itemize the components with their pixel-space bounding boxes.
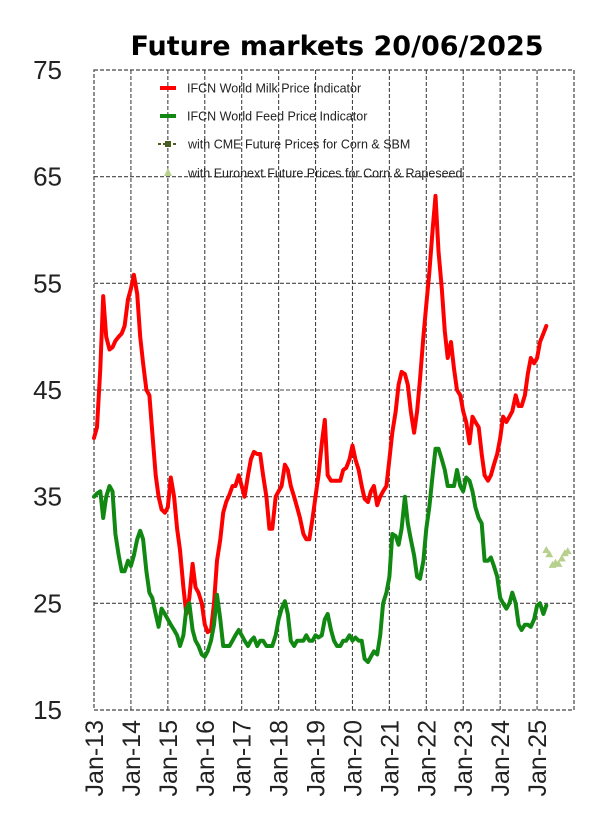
legend-swatch-triangle — [164, 168, 172, 176]
series-line-2 — [92, 446, 549, 664]
chart-title: Future markets 20/06/2025 — [130, 31, 543, 62]
x-tick-label: Jan-20 — [339, 720, 367, 796]
x-tick-label: Jan-21 — [376, 720, 404, 796]
y-tick-label: 65 — [33, 162, 62, 192]
x-axis-ticks: Jan-13 Jan-14 Jan-15 Jan-16 Jan-17 Jan-18 Jan-… — [81, 720, 552, 797]
series-line-1 — [92, 193, 549, 635]
legend-label: with CME Future Prices for Corn & SBM — [187, 138, 410, 152]
x-tick-label: Jan-22 — [413, 720, 441, 796]
legend-label: IFCN World Milk Price Indicator — [187, 82, 361, 96]
series-marker-4 — [557, 554, 566, 562]
x-tick-label: Jan-18 — [266, 720, 294, 796]
x-tick-label: Jan-19 — [303, 720, 331, 796]
x-tick-label: Jan-16 — [192, 720, 220, 796]
y-tick-label: 55 — [33, 268, 62, 298]
y-tick-label: 75 — [33, 55, 62, 85]
x-tick-label: Jan-17 — [229, 720, 257, 796]
legend-swatch-square — [165, 141, 171, 147]
series-marker-4 — [545, 550, 554, 558]
y-tick-label: 25 — [33, 588, 62, 618]
y-tick-label: 15 — [33, 695, 62, 725]
x-tick-label: Jan-13 — [81, 720, 109, 796]
y-tick-label: 35 — [33, 482, 62, 512]
legend-label: IFCN World Feed Price Indicator — [187, 110, 367, 124]
series-marker-4 — [542, 546, 551, 553]
series-layer — [92, 193, 572, 664]
series-marker-4 — [554, 559, 563, 567]
y-axis-ticks: 15 25 35 45 55 65 75 — [33, 55, 62, 725]
legend-label: with Euronext Future Prices for Corn & R… — [187, 167, 462, 181]
x-tick-label: Jan-14 — [118, 720, 146, 797]
x-tick-label: Jan-15 — [155, 720, 183, 796]
legend: IFCN World Milk Price Indicator IFCN Worl… — [158, 82, 462, 181]
x-tick-label: Jan-25 — [524, 720, 552, 796]
series-marker-4 — [563, 547, 572, 555]
y-tick-label: 45 — [33, 375, 62, 405]
x-tick-label: Jan-24 — [487, 720, 515, 797]
x-tick-label: Jan-23 — [450, 720, 478, 796]
